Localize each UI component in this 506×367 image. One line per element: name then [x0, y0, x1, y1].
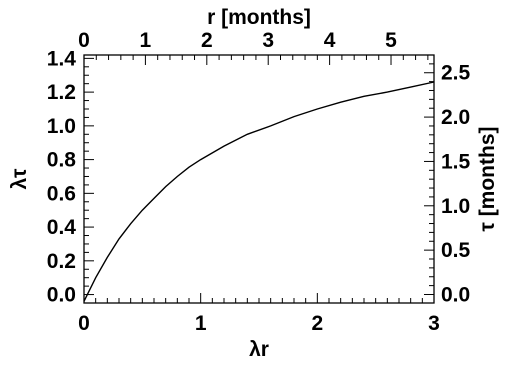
y-tick-label: 0.2 — [47, 250, 76, 273]
tick-labels: 0 1 2 3 0 1 2 3 4 5 0.0 0.2 0.4 0.6 0.8 1.0 1.2 1.4 0.0 0.5… — [47, 29, 471, 335]
right-y-axis-title: τ [months] — [476, 126, 499, 231]
x-tick-label: 3 — [428, 312, 440, 335]
axes — [83, 54, 435, 304]
top-x-tick-label: 4 — [324, 29, 336, 52]
right-y-tick-label: 1.5 — [441, 150, 471, 173]
x-axis-title: λr — [249, 338, 269, 361]
series-line — [83, 81, 435, 302]
right-y-tick-label: 0.0 — [441, 283, 470, 306]
right-y-tick-label: 0.5 — [441, 239, 471, 262]
x-tick-label: 0 — [78, 312, 90, 335]
right-y-tick-label: 2.0 — [441, 106, 470, 129]
x-tick-label: 1 — [195, 312, 207, 335]
y-tick-label: 0.4 — [47, 216, 77, 239]
y-axis-title: λτ — [8, 168, 31, 190]
y-tick-label: 1.2 — [47, 81, 76, 104]
top-x-tick-label: 5 — [385, 29, 397, 52]
y-tick-label: 0.8 — [47, 149, 77, 172]
right-y-tick-label: 1.0 — [441, 195, 470, 218]
series — [83, 81, 435, 302]
right-y-tick-label: 2.5 — [441, 62, 471, 85]
y-tick-label: 1.4 — [47, 47, 77, 70]
x-tick-label: 2 — [311, 312, 323, 335]
plot-frame — [83, 54, 435, 304]
y-tick-label: 1.0 — [47, 115, 76, 138]
top-x-axis-title: r [months] — [207, 6, 311, 29]
top-x-tick-label: 1 — [140, 29, 152, 52]
ticks — [83, 55, 435, 303]
y-tick-label: 0.6 — [47, 182, 76, 205]
top-x-tick-label: 2 — [201, 29, 213, 52]
y-tick-label: 0.0 — [47, 284, 76, 307]
top-x-tick-label: 3 — [262, 29, 274, 52]
top-x-tick-label: 0 — [78, 29, 90, 52]
